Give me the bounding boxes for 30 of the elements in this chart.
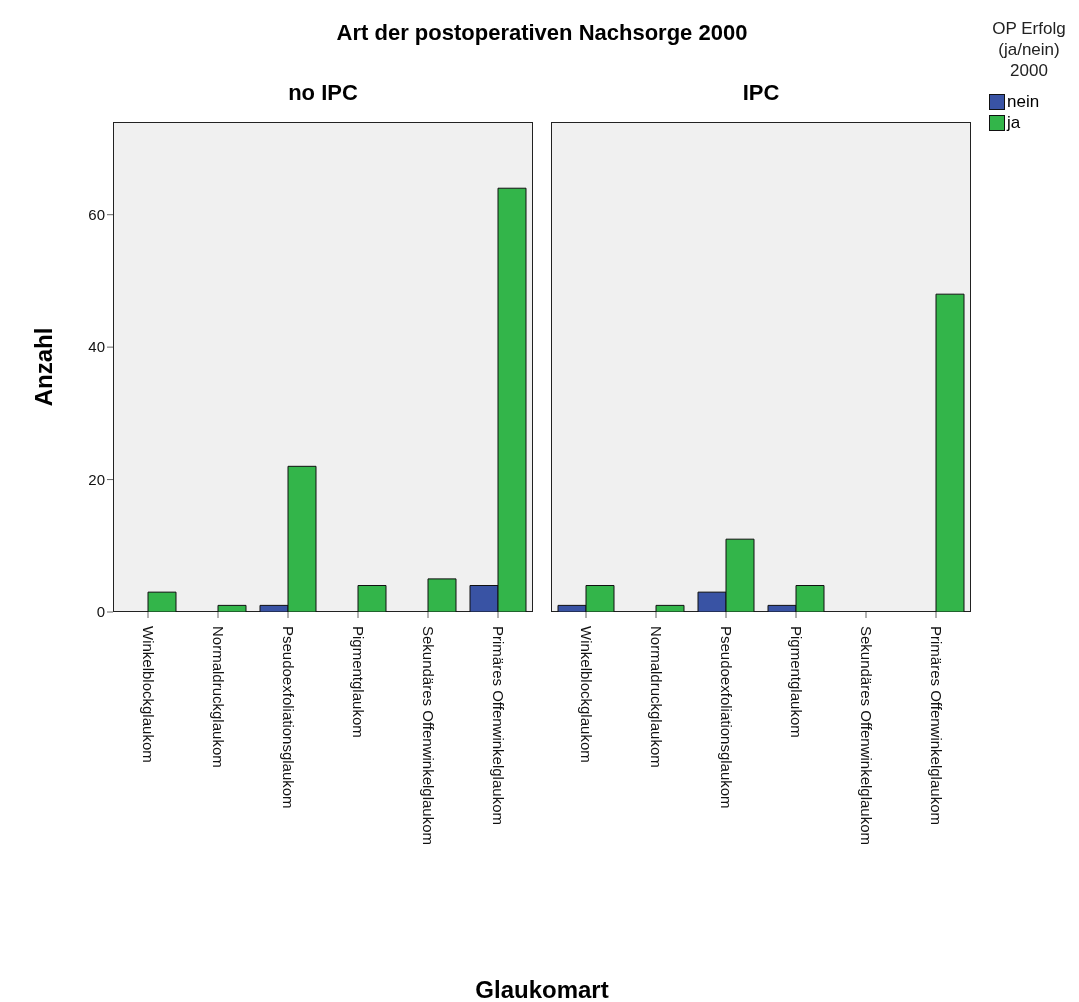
chart-title: no IPC — [287, 80, 359, 106]
chart-title: IPC — [741, 80, 781, 106]
bar — [427, 578, 457, 612]
x-tick-label: Normaldruckglaukom — [647, 626, 665, 768]
y-tick-label: 60 — [88, 206, 105, 224]
y-axis-title: Anzahl — [30, 326, 58, 409]
y-tick-label: 0 — [96, 603, 105, 621]
bar — [147, 591, 177, 612]
x-tick-label: Normaldruckglaukom — [209, 626, 227, 768]
legend-label: ja — [1007, 112, 1021, 133]
bar — [217, 604, 247, 612]
y-tick-label: 40 — [88, 338, 105, 356]
x-tick-label: Pseudoexfoliationsglaukom — [717, 626, 735, 809]
x-tick-label: Winkelblockglaukom — [577, 626, 595, 763]
legend-title: OP Erfolg (ja/nein) 2000 — [991, 18, 1067, 81]
x-tick-label: Pigmentglaukom — [349, 626, 367, 738]
x-tick-label: Primäres Offenwinkelglaukom — [927, 626, 945, 825]
x-tick-label: Sekundäres Offenwinkelglaukom — [419, 626, 437, 846]
x-tick-label: Sekundäres Offenwinkelglaukom — [857, 626, 875, 846]
y-tick-label: 20 — [88, 470, 105, 488]
x-tick-label: Pigmentglaukom — [787, 626, 805, 738]
x-tick-label: Pseudoexfoliationsglaukom — [279, 626, 297, 809]
x-tick-label: Primäres Offenwinkelglaukom — [489, 626, 507, 825]
bar — [935, 293, 965, 612]
bar — [357, 585, 387, 612]
text: Art der postoperativen Nachsorge 2000 — [335, 20, 749, 46]
bar — [655, 604, 685, 612]
x-tick-label: Winkelblockglaukom — [139, 626, 157, 763]
legend-label: nein — [1007, 91, 1040, 112]
x-axis-title: Glaukomart — [474, 976, 610, 1002]
